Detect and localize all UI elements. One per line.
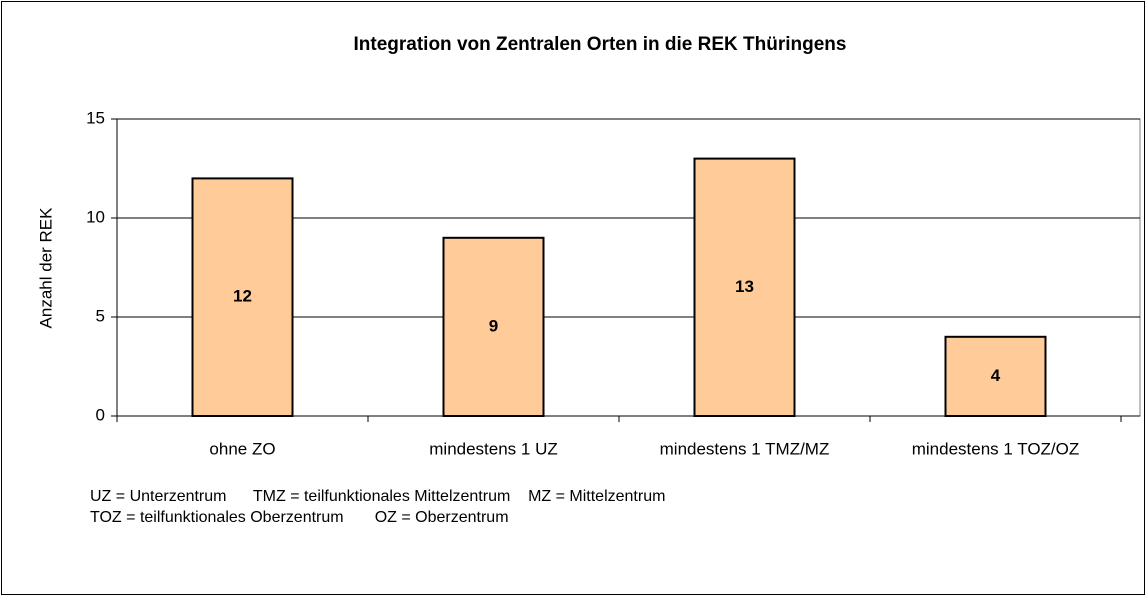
y-tick-label: 5 (96, 306, 105, 325)
x-tick-label: mindestens 1 TMZ/MZ (660, 439, 830, 458)
bar (944, 335, 1047, 417)
y-tick-label: 10 (86, 207, 105, 226)
chart-title: Integration von Zentralen Orten in die R… (354, 34, 847, 55)
y-tick-label: 15 (86, 108, 105, 127)
bar (693, 157, 796, 417)
bar (191, 177, 294, 417)
value-label: 12 (233, 287, 252, 306)
footnote: TOZ = teilfunktionales Oberzentrum OZ = … (90, 509, 509, 526)
y-axis-label: Anzahl der REK (36, 207, 55, 329)
x-tick-label: mindestens 1 TOZ/OZ (912, 439, 1080, 458)
value-label: 9 (489, 316, 498, 335)
value-label: 13 (735, 277, 754, 296)
value-label: 4 (991, 366, 1001, 385)
x-tick-label: ohne ZO (209, 439, 275, 458)
footnote: UZ = Unterzentrum TMZ = teilfunktionales… (90, 488, 665, 505)
x-tick-label: mindestens 1 UZ (429, 439, 558, 458)
bar (442, 236, 545, 417)
y-tick-label: 0 (96, 405, 105, 424)
